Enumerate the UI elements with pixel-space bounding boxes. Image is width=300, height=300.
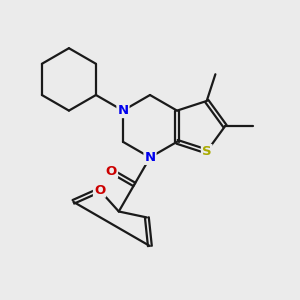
Text: N: N — [144, 151, 156, 164]
Text: S: S — [202, 145, 211, 158]
Text: O: O — [106, 165, 117, 178]
Text: O: O — [94, 184, 105, 196]
Text: N: N — [117, 104, 128, 117]
